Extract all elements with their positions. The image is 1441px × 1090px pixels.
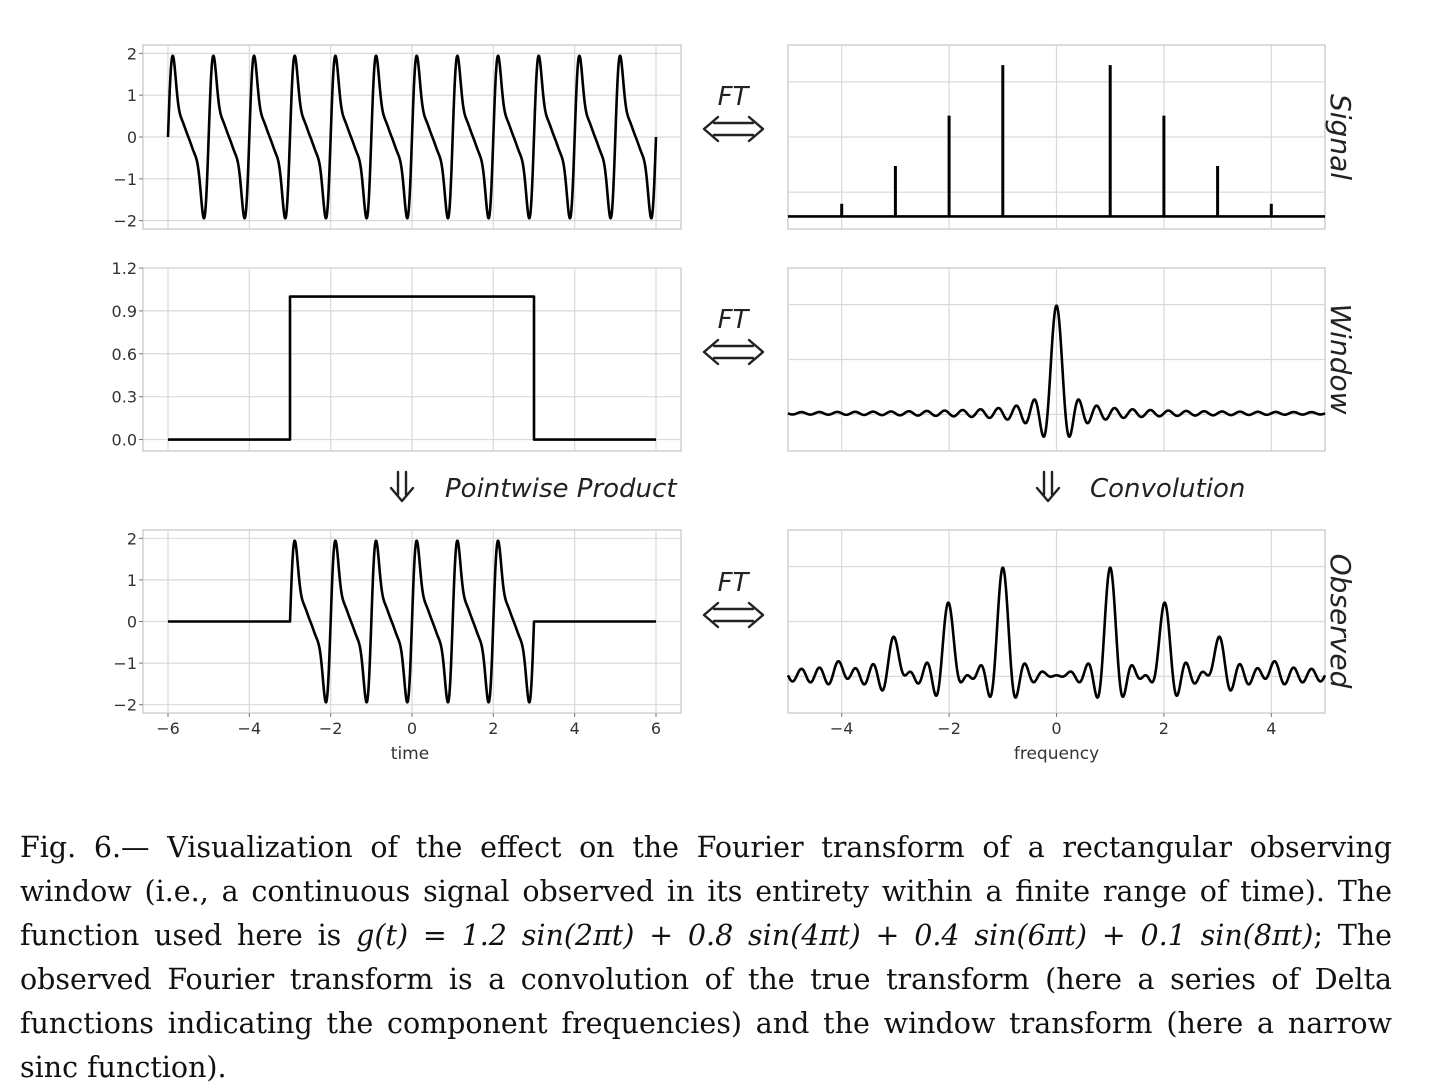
- x-tick-label: −6: [156, 719, 180, 738]
- y-tick-label: 0.0: [112, 431, 137, 450]
- x-tick-label: 0: [1051, 719, 1061, 738]
- ft-label: FT: [718, 305, 751, 335]
- figure: 2 1 0 −1 −2 1.2 0.9 0.6 0.3 0.0 2 1 0 −1 −2 −6 −4 −2 0 2 4 6 t…: [112, 44, 1357, 764]
- convolution-label: Convolution: [1090, 474, 1245, 504]
- window-transform-curve: [786, 304, 1327, 438]
- x-axis-label: frequency: [1014, 744, 1099, 764]
- y-tick-label: 0.3: [112, 388, 137, 407]
- figure-caption: Fig. 6.— Visualization of the effect on …: [20, 826, 1392, 1090]
- caption-formula: g(t) = 1.2 sin(2πt) + 0.8 sin(4πt) + 0.4…: [356, 919, 1314, 952]
- observed-transform-curve: [786, 566, 1327, 699]
- panel-window_freq: [786, 267, 1327, 452]
- row-label-signal: Signal: [1324, 94, 1357, 180]
- x-tick-label: −4: [830, 719, 854, 738]
- row-label-observed: Observed: [1324, 554, 1357, 689]
- panel-signal_freq: [787, 44, 1326, 230]
- window-curve: [168, 295, 656, 441]
- panel-observed_freq: −4 −2 0 2 4 frequency: [786, 529, 1327, 764]
- panel-observed_time: 2 1 0 −1 −2 −6 −4 −2 0 2 4 6 time: [113, 529, 682, 764]
- x-tick-label: 4: [570, 719, 580, 738]
- panel-signal_time: 2 1 0 −1 −2: [113, 44, 682, 231]
- observed-curve: [166, 539, 658, 704]
- y-tick-label: 2: [127, 529, 137, 548]
- signal-curve: [166, 54, 658, 220]
- y-tick-label: −1: [113, 654, 137, 673]
- x-tick-label: 2: [1159, 719, 1169, 738]
- down-double-arrow-icon: [1035, 470, 1061, 503]
- x-tick-label: −2: [319, 719, 343, 738]
- ft-label: FT: [718, 568, 751, 598]
- x-tick-label: 2: [488, 719, 498, 738]
- ft-arrow-3: FT: [702, 568, 765, 629]
- y-tick-label: 0: [127, 613, 137, 632]
- ft-label: FT: [718, 82, 751, 112]
- y-tick-label: 1: [127, 86, 137, 105]
- y-tick-label: 0.9: [112, 302, 137, 321]
- ft-arrow-2: FT: [702, 305, 765, 366]
- row-label-window: Window: [1324, 303, 1357, 414]
- y-tick-label: 1: [127, 571, 137, 590]
- y-tick-label: −1: [113, 170, 137, 189]
- double-arrow-icon: [702, 338, 765, 366]
- x-tick-label: 4: [1266, 719, 1276, 738]
- x-tick-label: 0: [407, 719, 417, 738]
- y-tick-label: 0: [127, 128, 137, 147]
- ft-arrow-1: FT: [702, 82, 765, 143]
- panel-window_time: 1.2 0.9 0.6 0.3 0.0: [112, 259, 682, 452]
- y-tick-label: 0.6: [112, 345, 137, 364]
- y-tick-label: 1.2: [112, 259, 137, 278]
- x-tick-label: 6: [651, 719, 661, 738]
- pointwise-product-label: Pointwise Product: [445, 474, 677, 504]
- x-axis-label: time: [391, 744, 429, 764]
- x-tick-label: −2: [937, 719, 961, 738]
- convolution: Convolution: [1035, 470, 1245, 504]
- caption-lead: Fig. 6.— Visualization of the effect on …: [20, 831, 1392, 952]
- y-tick-label: 2: [127, 44, 137, 63]
- x-tick-label: −4: [238, 719, 262, 738]
- pointwise-product: Pointwise Product: [389, 470, 677, 504]
- y-tick-label: −2: [113, 212, 137, 231]
- double-arrow-icon: [702, 601, 765, 629]
- down-double-arrow-icon: [389, 470, 415, 503]
- y-tick-label: −2: [113, 696, 137, 715]
- double-arrow-icon: [702, 115, 765, 143]
